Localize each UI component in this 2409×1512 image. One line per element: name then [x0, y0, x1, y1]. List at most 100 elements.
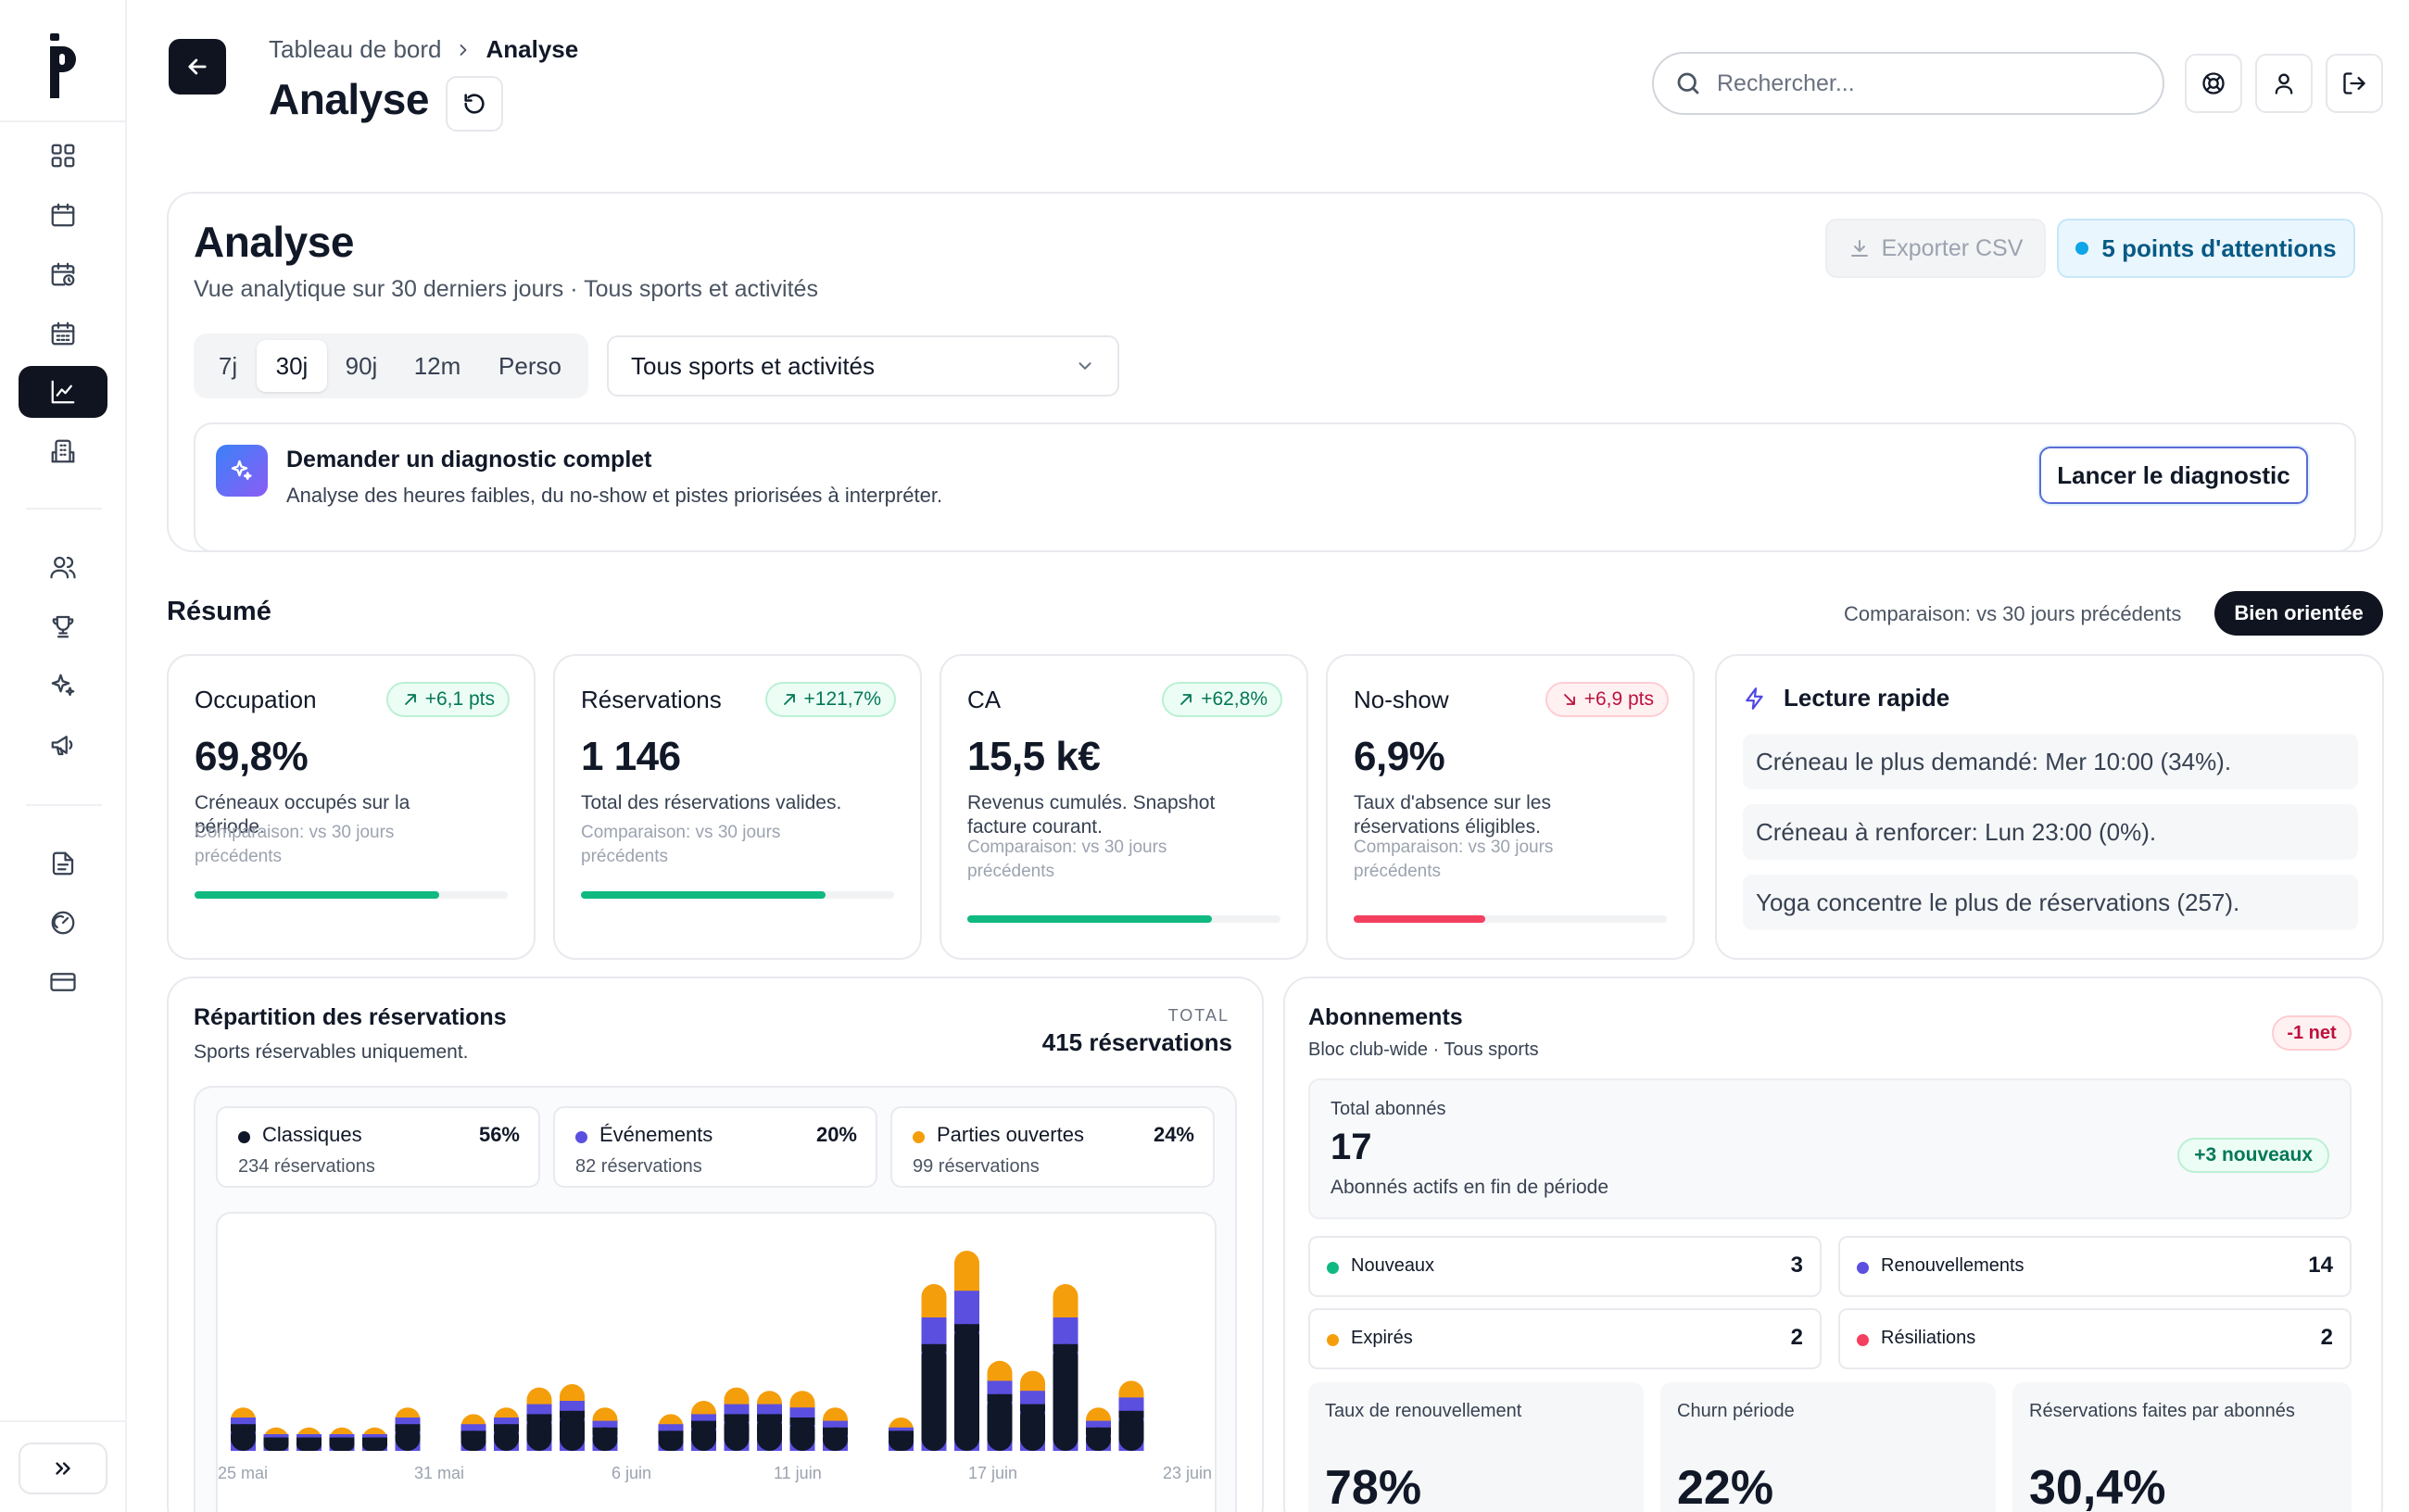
kpi-name: CA [967, 686, 1002, 713]
x-tick-label: 11 juin [774, 1464, 822, 1482]
bar-segment-classiques-top [362, 1437, 387, 1445]
sidebar-item-documents[interactable] [19, 838, 107, 889]
bar-group[interactable] [592, 1407, 618, 1451]
period-option-12m[interactable]: 12m [413, 351, 461, 380]
metric-value: 78% [1325, 1461, 1422, 1512]
legend-parties-ouvertes[interactable]: Parties ouvertes 24% 99 réservations [890, 1106, 1215, 1188]
bar-group[interactable] [1020, 1370, 1045, 1451]
bar-group[interactable] [789, 1391, 815, 1451]
trend-up-icon [1180, 694, 1192, 705]
sidebar-item-members[interactable] [19, 541, 107, 593]
launch-diagnostic-button[interactable]: Lancer le diagnostic [2039, 447, 2308, 504]
bar-group[interactable] [954, 1251, 979, 1451]
stat-dot [1327, 1262, 1339, 1274]
sidebar-expand-button[interactable] [19, 1443, 107, 1494]
kpi-trend-badge: +6,9 pts [1545, 682, 1669, 717]
period-option-perso[interactable]: Perso [498, 351, 561, 380]
stat-name: Renouvellements [1881, 1255, 2024, 1276]
profile-button[interactable] [2255, 54, 2313, 113]
kpi-card-occupation: Occupation +6,1 pts 69,8% Créneaux occupés … [167, 654, 536, 960]
bar-group[interactable] [724, 1387, 750, 1451]
period-option-7j[interactable]: 7j [218, 351, 238, 380]
quick-read-item: Créneau le plus demandé: Mer 10:00 (34%)… [1743, 734, 2358, 789]
refresh-icon [464, 94, 485, 114]
bar-group[interactable] [1086, 1407, 1111, 1451]
bar-group[interactable] [494, 1407, 519, 1451]
sidebar-item-billing[interactable] [19, 956, 107, 1008]
sidebar-item-ai[interactable] [19, 660, 107, 712]
bar-group[interactable] [823, 1407, 848, 1451]
bar-segment-classiques [757, 1414, 782, 1451]
legend-evenements[interactable]: Événements 20% 82 réservations [553, 1106, 877, 1188]
bar-group[interactable] [460, 1414, 486, 1451]
analyse-subtitle: Vue analytique sur 30 derniers jours · T… [194, 276, 818, 302]
bar-group[interactable] [526, 1387, 552, 1451]
calendar-grid-icon [51, 321, 75, 346]
bar-group[interactable] [987, 1360, 1013, 1451]
abonnements-subtitle: Bloc club-wide · Tous sports [1308, 1040, 1539, 1060]
back-button[interactable] [169, 39, 226, 94]
bar-segment-classiques-top [789, 1418, 815, 1425]
legend-pct: 24% [1153, 1123, 1194, 1146]
sidebar-item-schedule[interactable] [19, 248, 107, 300]
attention-points-button[interactable]: 5 points d'attentions [2057, 219, 2355, 278]
bar-group[interactable] [1053, 1284, 1078, 1451]
logo[interactable] [43, 33, 83, 98]
bar-group[interactable] [395, 1407, 421, 1451]
logout-icon [2343, 72, 2365, 94]
megaphone-icon [51, 736, 73, 756]
stat-value: 2 [1790, 1325, 1803, 1350]
sidebar-item-club[interactable] [19, 425, 107, 477]
bar-group[interactable] [658, 1414, 684, 1451]
sidebar-item-planning[interactable] [19, 308, 107, 359]
x-tick-label: 25 mai [218, 1464, 268, 1482]
stat-nouveaux: Nouveaux 3 [1308, 1236, 1822, 1297]
period-option-30j[interactable]: 30j [257, 340, 327, 392]
legend-pct: 20% [815, 1123, 857, 1146]
bar-group[interactable] [263, 1427, 289, 1451]
lifebuoy-icon [2202, 72, 2225, 94]
bar-group[interactable] [691, 1401, 716, 1451]
legend-classiques[interactable]: Classiques 56% 234 réservations [216, 1106, 540, 1188]
refresh-button[interactable] [446, 76, 503, 132]
breadcrumb: Tableau de bord Analyse [269, 35, 578, 64]
bar-group[interactable] [560, 1384, 585, 1451]
help-button[interactable] [2185, 54, 2242, 113]
bar-group[interactable] [921, 1284, 947, 1451]
export-csv-button[interactable]: Exporter CSV [1825, 219, 2046, 278]
bar-segment-classiques-top [1020, 1404, 1045, 1412]
search-input[interactable] [1717, 69, 2106, 97]
sport-filter-select[interactable]: Tous sports et activités [607, 335, 1119, 397]
chevrons-right-icon [56, 1462, 70, 1475]
sidebar-item-performance[interactable] [19, 897, 107, 949]
sidebar-item-communication[interactable] [19, 719, 107, 771]
kpi-progress-fill [967, 915, 1212, 923]
period-option-90j[interactable]: 90j [345, 351, 378, 380]
search-bar[interactable] [1652, 52, 2164, 115]
sidebar-item-analytics[interactable] [19, 366, 107, 418]
user-icon [2275, 73, 2293, 94]
kpi-comparison: Comparaison: vs 30 jours précédents [967, 838, 1167, 881]
bar-group[interactable] [362, 1427, 387, 1451]
kpi-value: 69,8% [195, 734, 309, 779]
sidebar-item-competitions[interactable] [19, 600, 107, 652]
calendar-clock-icon [51, 262, 75, 286]
stacked-bar-chart: 25 mai 31 mai 6 juin 11 juin 17 juin 23 juin [218, 1251, 1212, 1482]
bar-group[interactable] [757, 1391, 782, 1451]
bar-group[interactable] [1118, 1380, 1144, 1451]
sidebar-item-dashboard[interactable] [19, 130, 107, 182]
bar-group[interactable] [296, 1427, 322, 1451]
stat-resiliations: Résiliations 2 [1838, 1308, 2352, 1369]
sidebar-divider [26, 508, 102, 510]
stat-value: 2 [2320, 1325, 2333, 1350]
bar-group[interactable] [889, 1418, 914, 1451]
sidebar-item-calendar[interactable] [19, 189, 107, 241]
bar-group[interactable] [329, 1427, 355, 1451]
bar-group[interactable] [231, 1407, 256, 1451]
kpi-value: 15,5 k€ [967, 734, 1101, 779]
metric-label: Churn période [1677, 1401, 1795, 1421]
total-subscribers-panel: Total abonnés 17 Abonnés actifs en fin d… [1308, 1078, 2352, 1219]
breadcrumb-parent[interactable]: Tableau de bord [269, 35, 442, 63]
repartition-title: Répartition des réservations [194, 1004, 507, 1030]
logout-button[interactable] [2326, 54, 2383, 113]
